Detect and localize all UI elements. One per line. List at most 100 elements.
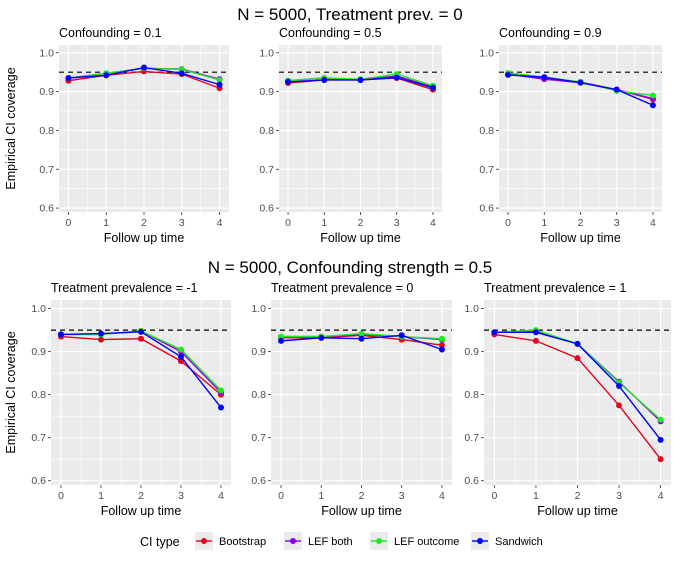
y-tick-label: 0.9 xyxy=(31,346,46,358)
y-tick-label: 0.7 xyxy=(479,164,494,176)
y-tick-label: 0.8 xyxy=(251,389,266,401)
x-tick-label: 4 xyxy=(430,217,436,229)
legend: CI type Bootstrap LEF both LEF outcome Sandw… xyxy=(140,532,543,550)
data-point-sandwich xyxy=(65,75,72,82)
legend-label: Bootstrap xyxy=(219,536,266,548)
panel-3: 0.6 0.7 0.8 0.9 1.0 0 1 2 3 4 Confounding = 0.9 Fol… xyxy=(479,26,662,245)
x-tick-label: 1 xyxy=(541,217,547,229)
legend-label: LEF outcome xyxy=(394,536,459,548)
row-title: N = 5000, Confounding strength = 0.5 xyxy=(208,258,492,277)
panel-4: 0.6 0.7 0.8 0.9 1.0 0 1 2 3 4 Treatment prevalence… xyxy=(4,281,231,518)
data-point-sandwich xyxy=(429,84,436,91)
x-axis-label: Follow up time xyxy=(321,504,402,518)
data-point-sandwich xyxy=(138,328,144,335)
panel-5: 0.6 0.7 0.8 0.9 1.0 0 1 2 3 4 Treatment prevalence… xyxy=(251,281,452,518)
x-tick-label: 4 xyxy=(218,490,224,502)
y-tick-label: 1.0 xyxy=(479,47,494,59)
data-point-sandwich xyxy=(574,340,581,347)
x-tick-label: 4 xyxy=(217,217,223,229)
legend-entry-lef-both: LEF both xyxy=(284,532,353,550)
data-point-sandwich xyxy=(357,76,364,83)
x-tick-label: 4 xyxy=(650,217,656,229)
data-point-sandwich xyxy=(178,70,185,77)
x-axis-label: Follow up time xyxy=(540,231,621,245)
data-point-lef-outcome xyxy=(278,333,285,340)
y-tick-label: 0.6 xyxy=(259,203,274,215)
legend-title: CI type xyxy=(140,535,180,549)
legend-label: Sandwich xyxy=(495,536,543,548)
data-point-sandwich xyxy=(278,337,285,344)
data-point-lef-outcome xyxy=(657,416,664,423)
y-tick-label: 0.9 xyxy=(479,86,494,98)
y-tick-label: 0.9 xyxy=(251,346,266,358)
x-tick-label: 0 xyxy=(278,490,284,502)
y-tick-label: 1.0 xyxy=(31,303,46,315)
x-tick-label: 1 xyxy=(318,490,324,502)
x-tick-label: 0 xyxy=(285,217,291,229)
y-tick-label: 1.0 xyxy=(251,303,266,315)
y-axis-label: Empirical CI coverage xyxy=(4,67,18,189)
panel-2: 0.6 0.7 0.8 0.9 1.0 0 1 2 3 4 Confounding = 0.5 Fol… xyxy=(259,26,442,245)
y-tick-label: 0.8 xyxy=(31,389,46,401)
data-point-sandwich xyxy=(398,332,405,339)
y-tick-label: 0.7 xyxy=(259,164,274,176)
x-axis-label: Follow up time xyxy=(101,504,182,518)
x-tick-label: 0 xyxy=(58,490,64,502)
data-point-bootstrap xyxy=(98,336,104,343)
legend-key-point xyxy=(376,538,382,544)
y-axis-label: Empirical CI coverage xyxy=(4,331,18,453)
data-point-sandwich xyxy=(657,436,664,443)
panel-6: 0.6 0.7 0.8 0.9 1.0 0 1 2 3 4 Treatment prevalence… xyxy=(464,281,671,518)
panel-title: Confounding = 0.9 xyxy=(499,26,602,40)
panel-title: Treatment prevalence = -1 xyxy=(51,281,198,295)
data-point-bootstrap xyxy=(438,342,445,349)
x-tick-label: 3 xyxy=(399,490,405,502)
y-tick-label: 0.7 xyxy=(464,432,479,444)
x-tick-label: 2 xyxy=(138,490,144,502)
panel-title: Confounding = 0.5 xyxy=(279,26,382,40)
data-point-bootstrap xyxy=(532,337,539,344)
y-tick-label: 0.8 xyxy=(479,125,494,137)
panel-1: 0.6 0.7 0.8 0.9 1.0 0 1 2 3 4 Confounding = 0.1 Fol… xyxy=(4,26,229,245)
data-point-bootstrap xyxy=(138,335,144,342)
legend-entry-sandwich: Sandwich xyxy=(471,532,543,550)
data-point-sandwich xyxy=(103,72,110,79)
x-tick-label: 3 xyxy=(178,490,184,502)
data-point-sandwich xyxy=(285,78,292,85)
y-tick-label: 0.8 xyxy=(39,125,54,137)
data-point-lef-outcome xyxy=(216,76,223,83)
legend-label: LEF both xyxy=(308,536,353,548)
data-point-sandwich xyxy=(321,76,328,83)
data-point-sandwich xyxy=(216,81,223,88)
data-point-sandwich xyxy=(532,329,539,336)
x-tick-label: 1 xyxy=(533,490,539,502)
data-point-sandwich xyxy=(438,346,445,353)
y-tick-label: 0.8 xyxy=(464,389,479,401)
data-point-sandwich xyxy=(613,86,620,93)
data-point-sandwich xyxy=(649,102,656,109)
x-tick-label: 3 xyxy=(614,217,620,229)
x-axis-label: Follow up time xyxy=(537,504,618,518)
legend-key-point xyxy=(290,538,296,544)
y-tick-label: 0.9 xyxy=(259,86,274,98)
y-tick-label: 1.0 xyxy=(464,303,479,315)
y-tick-label: 0.7 xyxy=(251,432,266,444)
x-tick-label: 0 xyxy=(491,490,497,502)
y-tick-label: 0.7 xyxy=(39,164,54,176)
y-tick-label: 0.7 xyxy=(31,432,46,444)
x-axis-label: Follow up time xyxy=(104,231,185,245)
x-tick-label: 0 xyxy=(66,217,72,229)
legend-key-point xyxy=(477,538,483,544)
x-tick-label: 3 xyxy=(394,217,400,229)
data-point-sandwich xyxy=(141,64,147,71)
data-point-sandwich xyxy=(491,329,498,336)
data-point-sandwich xyxy=(393,74,400,81)
x-tick-label: 1 xyxy=(103,217,109,229)
y-tick-label: 0.6 xyxy=(479,203,494,215)
data-point-bootstrap xyxy=(574,355,581,362)
data-point-sandwich xyxy=(577,79,584,86)
y-tick-label: 0.6 xyxy=(251,475,266,487)
data-point-lef-outcome xyxy=(438,335,445,342)
data-point-sandwich xyxy=(358,335,365,342)
